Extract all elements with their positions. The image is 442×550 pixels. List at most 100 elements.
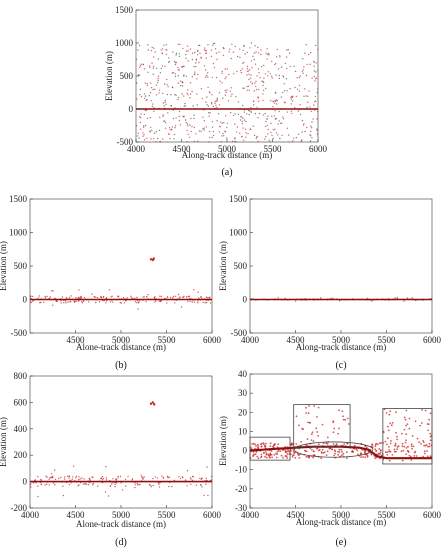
noise-point (153, 56, 155, 58)
noise-point (260, 49, 262, 51)
noise-point (43, 301, 45, 303)
noise-point (338, 427, 340, 430)
noise-point (198, 44, 200, 47)
y-tick-label: 0 (129, 104, 134, 114)
noise-point (273, 454, 276, 456)
noise-point (275, 99, 278, 101)
noise-point (276, 48, 279, 51)
noise-point (62, 494, 65, 497)
noise-point (245, 120, 247, 123)
noise-point (252, 55, 254, 57)
noise-point (178, 115, 180, 118)
noise-point (342, 452, 345, 455)
noise-point (139, 121, 142, 124)
noise-point (270, 100, 272, 102)
x-tick-label: 4500 (67, 510, 86, 520)
noise-point (426, 455, 429, 458)
noise-point (178, 476, 180, 478)
x-tick-label: 4000 (21, 510, 40, 520)
noise-point (138, 66, 141, 69)
noise-point (204, 69, 207, 71)
x-tick-label: 6000 (423, 510, 442, 520)
noise-point (301, 70, 304, 73)
y-axis-label: Elevation (m) (0, 417, 8, 467)
noise-point (163, 120, 165, 122)
noise-point (159, 295, 161, 297)
noise-point (60, 300, 62, 302)
noise-point (207, 72, 209, 74)
noise-point (279, 450, 282, 453)
noise-point (401, 459, 404, 462)
noise-point (68, 484, 71, 486)
noise-point (299, 75, 301, 77)
noise-point (177, 293, 180, 296)
noise-point (37, 485, 39, 487)
noise-point (313, 454, 316, 457)
noise-point (174, 61, 177, 64)
noise-point (157, 482, 159, 484)
noise-point (363, 451, 366, 454)
noise-point (136, 125, 138, 127)
noise-point (213, 66, 216, 69)
noise-point (78, 476, 80, 478)
noise-point (236, 70, 238, 73)
noise-point (185, 57, 187, 60)
noise-point (427, 429, 429, 432)
noise-point (146, 84, 149, 87)
noise-point (420, 422, 423, 424)
noise-point (183, 74, 185, 76)
noise-point (309, 63, 311, 65)
noise-point (230, 112, 232, 114)
noise-point (212, 130, 214, 133)
noise-point (197, 54, 199, 56)
noise-point (311, 137, 313, 139)
noise-point (420, 442, 422, 445)
noise-point (154, 88, 156, 91)
noise-point (187, 133, 189, 135)
noise-point (29, 296, 32, 298)
panel-d: -200 0 200 400 600 800 4000 4500 5000 5500 6000 Alo… (0, 371, 222, 548)
noise-point (298, 84, 301, 87)
noise-point (264, 73, 266, 75)
noise-point (216, 106, 218, 109)
noise-point (221, 70, 223, 73)
noise-point (161, 475, 163, 477)
noise-point (388, 413, 391, 416)
noise-point (234, 45, 236, 48)
x-axis-label: Alone-track distance (m) (76, 519, 166, 529)
noise-point (410, 459, 413, 461)
noise-point (266, 58, 268, 60)
noise-point (317, 69, 319, 72)
noise-point (149, 116, 151, 119)
noise-point (218, 104, 221, 106)
noise-point (216, 98, 219, 101)
noise-point (168, 61, 170, 63)
noise-point (164, 83, 166, 85)
noise-point (154, 301, 156, 303)
noise-point (166, 78, 168, 81)
noise-point (138, 137, 140, 139)
noise-point (173, 133, 176, 136)
noise-point (197, 300, 199, 302)
noise-point (195, 59, 197, 61)
noise-point (253, 58, 255, 61)
noise-point (304, 88, 306, 90)
plot-frame (29, 198, 213, 334)
noise-point (427, 423, 430, 425)
noise-point (428, 418, 430, 421)
plot-frame (135, 9, 319, 143)
noise-point (267, 115, 269, 118)
noise-point (163, 105, 165, 107)
noise-point (88, 477, 91, 479)
noise-point (170, 128, 173, 131)
noise-point (243, 119, 246, 121)
noise-point (120, 302, 123, 304)
x-tick-label: 4500 (287, 510, 306, 520)
noise-point (177, 43, 179, 46)
noise-point (200, 484, 202, 486)
noise-point (326, 443, 329, 445)
noise-point (379, 449, 382, 452)
noise-point (181, 93, 183, 95)
noise-point (313, 104, 315, 106)
outlier-point (151, 401, 155, 404)
